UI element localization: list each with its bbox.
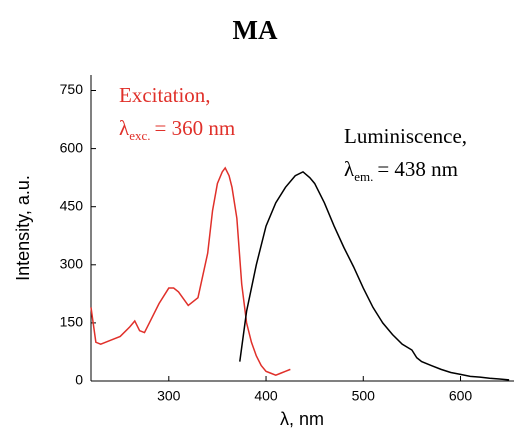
data-line (90, 166, 291, 376)
annotation-text: Luminiscence, (344, 124, 467, 148)
y-tick-label: 300 (60, 256, 84, 272)
annotation-subscript: em. (354, 169, 373, 184)
data-line (239, 170, 510, 381)
annotation-symbol: λ (119, 116, 130, 140)
x-axis-label: λ, nm (280, 409, 324, 429)
x-tick-label: 600 (449, 388, 473, 404)
annotation-value: = 360 nm (154, 116, 235, 140)
y-tick-label: 0 (75, 372, 83, 388)
y-tick-label: 750 (60, 81, 84, 97)
annotation-formula: λexc. = 360 nm (119, 116, 235, 143)
annotation-value: = 438 nm (377, 157, 458, 181)
x-tick-label: 400 (254, 388, 278, 404)
annotation-symbol: λ (344, 157, 355, 181)
chart-title: MA (233, 15, 278, 45)
y-axis-label: Intensity, a.u. (13, 175, 33, 281)
x-tick-label: 300 (157, 388, 181, 404)
annotation-formula: λem. = 438 nm (344, 157, 458, 184)
y-tick-label: 150 (60, 314, 84, 330)
x-tick-label: 500 (352, 388, 376, 404)
annotation-subscript: exc. (129, 128, 150, 143)
y-tick-label: 450 (60, 197, 84, 213)
annotation-text: Excitation, (119, 83, 211, 107)
y-tick-label: 600 (60, 139, 84, 155)
